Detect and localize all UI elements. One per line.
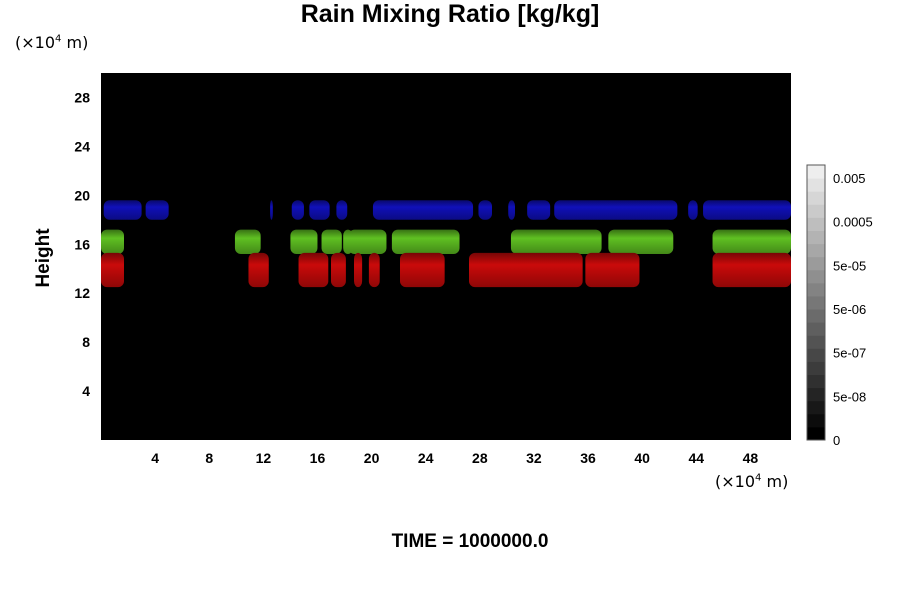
plot-area (101, 73, 791, 440)
colorbar-cell (807, 322, 825, 336)
band-segment-red (101, 252, 124, 288)
y-unit-exponent: 4 (55, 33, 62, 45)
band-segment-red (469, 252, 583, 288)
band-segment-blue (270, 200, 273, 220)
chart-title: Rain Mixing Ratio [kg/kg] (300, 0, 600, 28)
colorbar-cell (807, 400, 825, 415)
colorbar-cell (807, 413, 825, 428)
y-tick-label: 16 (74, 236, 90, 252)
band-segment-red (400, 252, 445, 288)
colorbar-cell (807, 282, 825, 297)
colorbar-cell (807, 426, 825, 441)
band-segment-red (585, 252, 640, 288)
band-segment-blue (309, 200, 330, 220)
band-segment-red (354, 252, 363, 288)
x-tick-label: 32 (526, 450, 542, 466)
x-tick-label: 4 (151, 450, 159, 466)
band-segment-blue (103, 200, 142, 220)
band-segment-blue (372, 200, 474, 220)
band-segment-green (391, 229, 460, 255)
y-unit-base: (×10 (15, 33, 56, 52)
colorbar-cell (807, 217, 825, 231)
colorbar-cell (807, 335, 825, 349)
colorbar-cell (807, 387, 825, 402)
band-segment-blue (478, 200, 492, 220)
colorbar-label: 5e-07 (833, 346, 866, 361)
x-tick-label: 44 (689, 450, 705, 466)
band-segment-blue (688, 200, 698, 220)
colorbar-cell (807, 348, 825, 362)
colorbar-label: 0 (833, 433, 840, 448)
colorbar-cell (807, 165, 825, 179)
x-tick-label: 20 (364, 450, 380, 466)
band-segment-red (298, 252, 329, 288)
band-segment-green (290, 229, 318, 255)
y-tick-label: 8 (82, 334, 90, 350)
y-unit-tail: m) (61, 33, 89, 52)
colorbar-cell (807, 295, 825, 310)
x-tick-label: 36 (580, 450, 596, 466)
band-segment-red (368, 252, 380, 288)
x-tick-label: 48 (743, 450, 759, 466)
colorbar-label: 0.0005 (833, 215, 873, 230)
y-tick-label: 28 (74, 89, 90, 105)
x-tick-label: 16 (310, 450, 326, 466)
x-tick-label: 12 (256, 450, 272, 466)
colorbar-cell (807, 374, 825, 389)
band-segment-blue (291, 200, 304, 220)
colorbar-cell (807, 178, 825, 192)
band-segment-green (348, 229, 387, 255)
time-label: TIME = 1000000.0 (391, 531, 549, 552)
colorbar-label: 0.005 (833, 171, 866, 186)
colorbar-label: 5e-05 (833, 258, 866, 273)
x-unit-base: (×10 (715, 472, 756, 491)
band-segment-green (321, 229, 342, 255)
band-segment-red (712, 252, 791, 288)
y-tick-label: 24 (74, 138, 90, 154)
colorbar-cell (807, 256, 825, 271)
band-segment-blue (703, 200, 791, 220)
colorbar-cell (807, 361, 825, 376)
colorbar-label: 5e-06 (833, 302, 866, 317)
colorbar-cell (807, 269, 825, 284)
colorbar-frame (806, 164, 826, 441)
band-segment-red (248, 252, 269, 288)
colorbar-cell (807, 243, 825, 258)
x-unit-tail: m) (761, 472, 789, 491)
band-segment-blue (145, 200, 169, 220)
band-segment-blue (527, 200, 551, 220)
band-segment-green (234, 229, 261, 255)
colorbar-cell (807, 204, 825, 218)
colorbar-cell (807, 191, 825, 205)
x-axis-unit: (×104 m) (715, 472, 788, 491)
x-tick-label: 40 (634, 450, 650, 466)
y-axis-unit: (×104 m) (15, 33, 88, 52)
x-tick-label: 8 (205, 450, 213, 466)
y-tick-label: 12 (74, 285, 90, 301)
band-segment-blue (554, 200, 678, 220)
y-tick-label: 4 (82, 383, 90, 399)
band-segment-red (331, 252, 346, 288)
colorbar-label: 5e-08 (833, 389, 866, 404)
y-tick-label: 20 (74, 187, 90, 203)
band-segment-green (510, 229, 602, 255)
band-segment-blue (336, 200, 348, 220)
band-segment-green (712, 229, 791, 255)
band-segment-blue (508, 200, 515, 220)
x-tick-label: 28 (472, 450, 488, 466)
band-segment-green (608, 229, 674, 255)
x-unit-exponent: 4 (755, 472, 762, 484)
band-segment-green (101, 229, 124, 255)
colorbar-cell (807, 309, 825, 323)
colorbar-cell (807, 230, 825, 245)
x-tick-label: 24 (418, 450, 434, 466)
